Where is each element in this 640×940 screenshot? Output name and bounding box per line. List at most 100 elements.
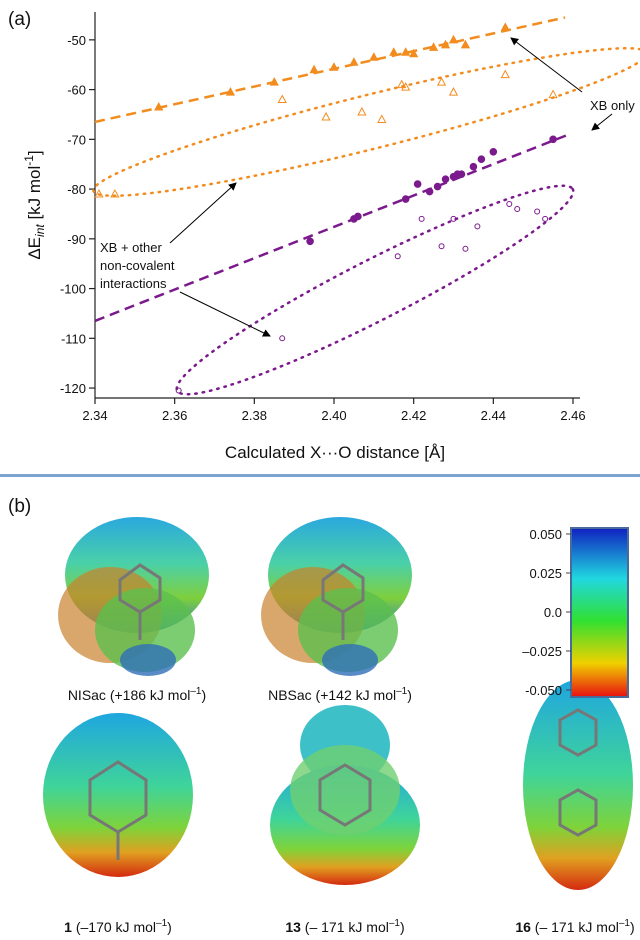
- caption-end: ): [630, 919, 635, 935]
- figure: 2.342.362.382.402.422.442.46-50-60-70-80…: [0, 0, 640, 940]
- arrow: [592, 114, 612, 130]
- y-tick-label: -50: [67, 33, 86, 48]
- y-tick-label: -80: [67, 182, 86, 197]
- colorbar-ticks: 0.050 0.025 0.0 –0.025 -0.050: [522, 527, 571, 698]
- point: [543, 216, 548, 221]
- point: [442, 176, 449, 183]
- y-title-sub: int: [33, 224, 47, 237]
- point: [501, 71, 509, 78]
- fit-line: [95, 134, 569, 321]
- y-tick-label: -70: [67, 132, 86, 147]
- point: [280, 336, 285, 341]
- y-tick-label: -120: [60, 381, 86, 396]
- arrow: [180, 292, 270, 336]
- point: [426, 188, 433, 195]
- caption-sup: –1: [190, 686, 202, 697]
- colorbar-label: -0.050: [525, 683, 562, 698]
- caption-text: NBSac (+142 kJ mol: [268, 687, 396, 703]
- y-axis-title: ΔEint [kJ mol-1]: [22, 150, 47, 259]
- molecule-13: [270, 705, 420, 885]
- y-title-end: ]: [25, 150, 44, 155]
- point: [535, 209, 540, 214]
- caption-text: (– 171 kJ mol: [301, 919, 389, 935]
- molecule-nbsac: [261, 517, 412, 676]
- point: [395, 254, 400, 259]
- molecule-1: [43, 713, 193, 877]
- colorbar: [571, 528, 628, 697]
- point: [478, 156, 485, 163]
- caption-text: (–170 kJ mol: [72, 919, 156, 935]
- point: [358, 108, 366, 115]
- caption-number: 1: [64, 919, 72, 935]
- caption: 13 (– 171 kJ mol–1): [285, 918, 404, 935]
- x-tick-label: 2.42: [401, 408, 426, 423]
- colorbar-label: 0.0: [544, 605, 562, 620]
- caption-number: 13: [285, 919, 301, 935]
- annotation: XB only: [590, 98, 635, 113]
- point: [370, 53, 378, 60]
- x-tick-label: 2.40: [321, 408, 346, 423]
- y-tick-label: -60: [67, 83, 86, 98]
- annotation: XB + other: [100, 240, 162, 255]
- point: [419, 216, 424, 221]
- molecule-16: [523, 680, 633, 890]
- point: [450, 36, 458, 43]
- caption-sup: –1: [389, 918, 401, 929]
- x-tick-label: 2.46: [560, 408, 585, 423]
- point: [307, 238, 314, 245]
- point: [402, 196, 409, 203]
- y-tick-label: -100: [60, 282, 86, 297]
- x-axis-title: Calculated X···O distance [Å]: [225, 443, 445, 462]
- caption-number: 16: [515, 919, 531, 935]
- caption-end: ): [202, 687, 207, 703]
- annotation: non-covalent: [100, 258, 175, 273]
- caption-end: ): [400, 919, 405, 935]
- panel-label: (b): [8, 496, 31, 517]
- point: [450, 88, 458, 95]
- cluster-outline: [87, 27, 640, 217]
- point: [458, 171, 465, 178]
- point: [439, 244, 444, 249]
- colorbar-label: 0.025: [529, 566, 562, 581]
- y-tick-label: -110: [61, 331, 86, 346]
- point: [322, 113, 330, 120]
- molecule-nisac: [58, 517, 209, 676]
- y-title-sup: -1: [22, 155, 36, 166]
- point: [475, 224, 480, 229]
- y-title-main: ΔE: [25, 237, 44, 260]
- colorbar-label: 0.050: [529, 527, 562, 542]
- caption-sup: –1: [156, 918, 168, 929]
- caption-text: NISac (+186 kJ mol: [68, 687, 191, 703]
- point: [390, 48, 398, 55]
- point: [378, 115, 386, 122]
- y-title-unit: [kJ mol: [25, 166, 44, 225]
- caption: NBSac (+142 kJ mol–1): [268, 686, 412, 703]
- point: [438, 78, 446, 85]
- annotation: interactions: [100, 276, 167, 291]
- point: [355, 213, 362, 220]
- point: [463, 246, 468, 251]
- point: [278, 96, 286, 103]
- point: [414, 181, 421, 188]
- caption-sup: –1: [396, 686, 408, 697]
- x-tick-label: 2.36: [162, 408, 187, 423]
- point: [550, 136, 557, 143]
- point: [515, 206, 520, 211]
- caption: NISac (+186 kJ mol–1): [68, 686, 206, 703]
- point: [310, 66, 318, 73]
- caption-end: ): [167, 919, 172, 935]
- panel-label: (a): [8, 9, 31, 30]
- point: [470, 163, 477, 170]
- point: [350, 58, 358, 65]
- arrow: [170, 183, 236, 243]
- caption-end: ): [407, 687, 412, 703]
- caption-sup: –1: [619, 918, 631, 929]
- arrow: [511, 38, 582, 92]
- caption: 1 (–170 kJ mol–1): [64, 918, 172, 935]
- point: [434, 183, 441, 190]
- colorbar-label: –0.025: [522, 644, 562, 659]
- point: [501, 23, 509, 30]
- x-tick-label: 2.34: [82, 408, 107, 423]
- point: [507, 202, 512, 207]
